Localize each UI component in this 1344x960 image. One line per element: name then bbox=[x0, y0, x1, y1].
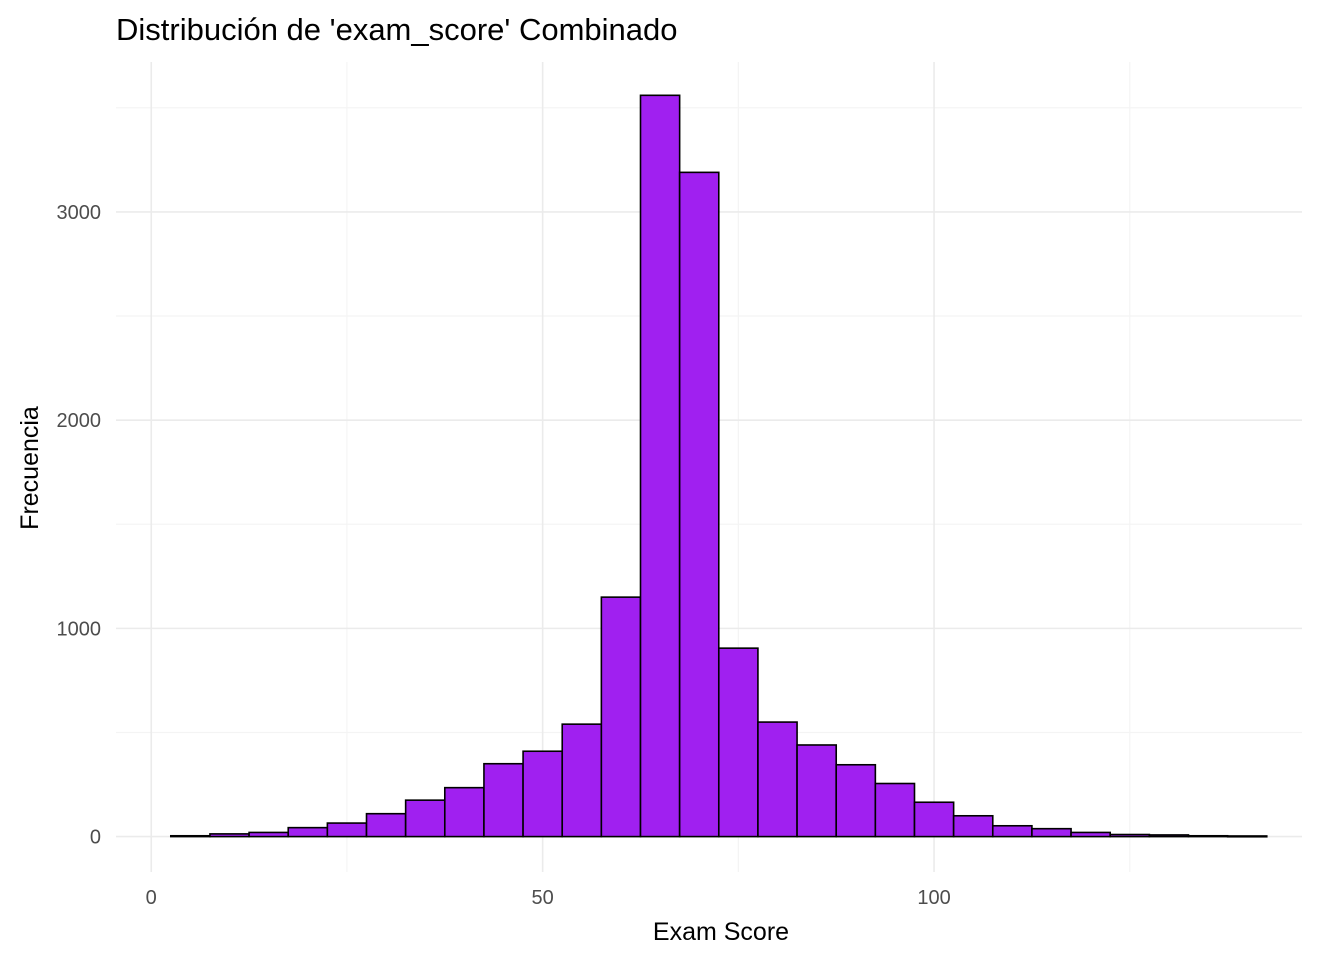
histogram-bar bbox=[287, 826, 329, 838]
histogram-bar bbox=[600, 596, 642, 838]
y-tick-label: 0 bbox=[90, 827, 101, 849]
histogram-bar bbox=[326, 822, 368, 838]
histogram-bar bbox=[678, 171, 720, 838]
y-tick-label: 3000 bbox=[57, 202, 102, 224]
histogram-bar bbox=[443, 786, 485, 838]
histogram-bar bbox=[913, 801, 955, 838]
histogram-bar bbox=[952, 814, 994, 838]
histogram-bar bbox=[1109, 833, 1151, 838]
histogram-bar bbox=[835, 763, 877, 838]
chart-title: Distribución de 'exam_score' Combinado bbox=[116, 12, 678, 47]
histogram-bar bbox=[757, 721, 798, 838]
histogram-bar bbox=[248, 831, 290, 838]
histogram-bar bbox=[483, 762, 524, 838]
x-axis-tick-labels: 0 50 100 bbox=[146, 887, 951, 909]
histogram-bar bbox=[561, 723, 603, 838]
x-tick-label: 100 bbox=[917, 887, 950, 909]
histogram-bar bbox=[169, 834, 211, 838]
histogram-bar bbox=[1148, 834, 1190, 838]
y-axis-title: Frecuencia bbox=[16, 406, 44, 530]
histogram-bar bbox=[209, 833, 250, 838]
histogram-bar bbox=[991, 824, 1033, 838]
histogram-bar bbox=[522, 750, 564, 838]
histogram-bar bbox=[639, 94, 681, 838]
histogram-bar bbox=[717, 647, 759, 838]
histogram-bar bbox=[1070, 831, 1112, 838]
histogram-bar bbox=[874, 782, 916, 838]
histogram-bar bbox=[1187, 834, 1229, 838]
histogram-bars bbox=[169, 94, 1268, 838]
histogram-bar bbox=[1031, 827, 1072, 838]
y-tick-label: 2000 bbox=[57, 410, 102, 432]
histogram-bar bbox=[404, 799, 446, 838]
x-axis-title: Exam Score bbox=[653, 918, 789, 946]
histogram-bar bbox=[1226, 835, 1268, 838]
y-axis-tick-labels: 0 1000 2000 3000 bbox=[57, 202, 102, 849]
histogram-bar bbox=[796, 744, 838, 838]
x-tick-label: 50 bbox=[532, 887, 554, 909]
histogram-bar bbox=[365, 812, 407, 838]
x-tick-label: 0 bbox=[146, 887, 157, 909]
y-tick-label: 1000 bbox=[57, 618, 102, 640]
